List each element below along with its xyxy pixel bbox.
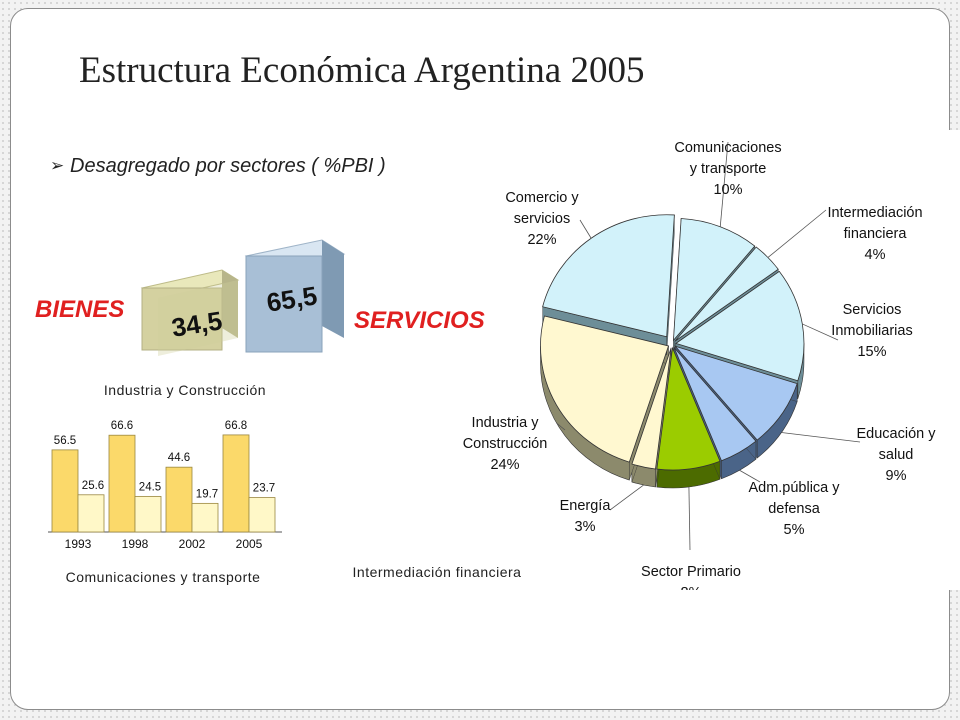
- pie-label: Adm.pública y: [748, 480, 840, 496]
- bar-chart-title: Industria y Construcción: [104, 382, 266, 398]
- bienes-label: BIENES: [35, 296, 124, 323]
- pie-value-label: 3%: [575, 519, 596, 535]
- pie-leader-line: [688, 486, 691, 551]
- pie-value-label: 4%: [865, 247, 886, 263]
- bar: [108, 434, 136, 533]
- bar-category-label: 1998: [122, 537, 149, 551]
- servicios-block: 65,5: [244, 239, 346, 353]
- pie-labels: Comunicaciones y transporte 10% Intermediac…: [463, 140, 937, 590]
- industria-bar-chart: Industria y Construcción 56.5 25.6 1993 66.…: [48, 382, 282, 551]
- pie-leader-line: [767, 209, 827, 258]
- pie-value-label: 5%: [784, 522, 805, 538]
- pie-leader-line: [579, 219, 592, 239]
- bienes-block: 34,5: [140, 269, 240, 356]
- bar: [248, 497, 276, 533]
- subtitle: Desagregado por sectores ( %PBI ): [70, 155, 386, 177]
- pie-leader-line: [609, 484, 644, 511]
- bar-value-label: 66.8: [225, 420, 247, 432]
- pie-label: y transporte: [690, 161, 767, 177]
- pie-label: Sector Primario: [641, 564, 741, 580]
- pie-label: financiera: [844, 226, 908, 242]
- bar: [165, 466, 193, 533]
- bar-value-label: 23.7: [253, 483, 275, 495]
- bar-category-label: 2005: [236, 537, 263, 551]
- pie-label: Educación y: [857, 426, 937, 442]
- pie-slice: [542, 214, 675, 338]
- bar: [51, 449, 79, 533]
- bar-value-label: 19.7: [196, 488, 218, 500]
- pie-value-label: 10%: [713, 182, 742, 198]
- pie-leader-line: [781, 432, 861, 443]
- pie-label: Comunicaciones: [674, 140, 781, 156]
- pie-value-label: 24%: [490, 457, 519, 473]
- bar-value-label: 24.5: [139, 481, 161, 493]
- intermediacion-chart-title: Intermediación financiera: [353, 564, 522, 580]
- comunicaciones-chart-title: Comunicaciones y transporte: [66, 569, 261, 585]
- pie-label: Inmobiliarias: [831, 323, 912, 339]
- bar-value-label: 44.6: [168, 452, 190, 464]
- pie-slice: [675, 270, 805, 382]
- pie-label: Servicios: [843, 302, 902, 318]
- bar: [191, 502, 219, 533]
- pie-slice: [540, 315, 670, 463]
- pie-value-label: 15%: [857, 344, 886, 360]
- pie-label: servicios: [514, 211, 570, 227]
- pie-value-label: 8%: [681, 585, 702, 590]
- pie-label: Comercio y: [505, 190, 579, 206]
- bar: [77, 494, 105, 533]
- bar-category-label: 1993: [65, 537, 92, 551]
- pie-value-label: 22%: [527, 232, 556, 248]
- bar-value-label: 56.5: [54, 435, 76, 447]
- pie-label: defensa: [768, 501, 821, 517]
- pie-label: Energía: [560, 498, 612, 514]
- pie-leader-line: [719, 141, 729, 227]
- pie-leader-line: [802, 323, 839, 341]
- pie-slice: [674, 345, 798, 441]
- bar-value-label: 25.6: [82, 480, 104, 492]
- pie-value-label: 9%: [886, 468, 907, 484]
- bar-category-label: 2002: [179, 537, 206, 551]
- pie-label: Industria y: [472, 415, 540, 431]
- pie-label: Construcción: [463, 436, 548, 452]
- bar: [222, 434, 250, 533]
- servicios-label: SERVICIOS: [354, 307, 485, 334]
- pie-label: salud: [879, 447, 914, 463]
- pie-slice: [631, 347, 672, 470]
- pie-slice: [672, 218, 756, 342]
- pie-leader-line: [556, 422, 566, 431]
- pie-label: Intermediación: [827, 205, 922, 221]
- pie-slice: [673, 347, 757, 462]
- slide-title: Estructura Económica Argentina 2005: [79, 50, 645, 91]
- bar: [134, 495, 162, 533]
- pie-leader-line: [739, 469, 761, 483]
- bar-value-label: 66.6: [111, 420, 133, 432]
- pie-slice: [656, 346, 721, 471]
- slide-content: ➢ Desagregado por sectores ( %PBI ) 34,5…: [20, 130, 960, 590]
- bullet-arrow-icon: ➢: [50, 156, 64, 175]
- sector-pie-chart: [540, 214, 805, 489]
